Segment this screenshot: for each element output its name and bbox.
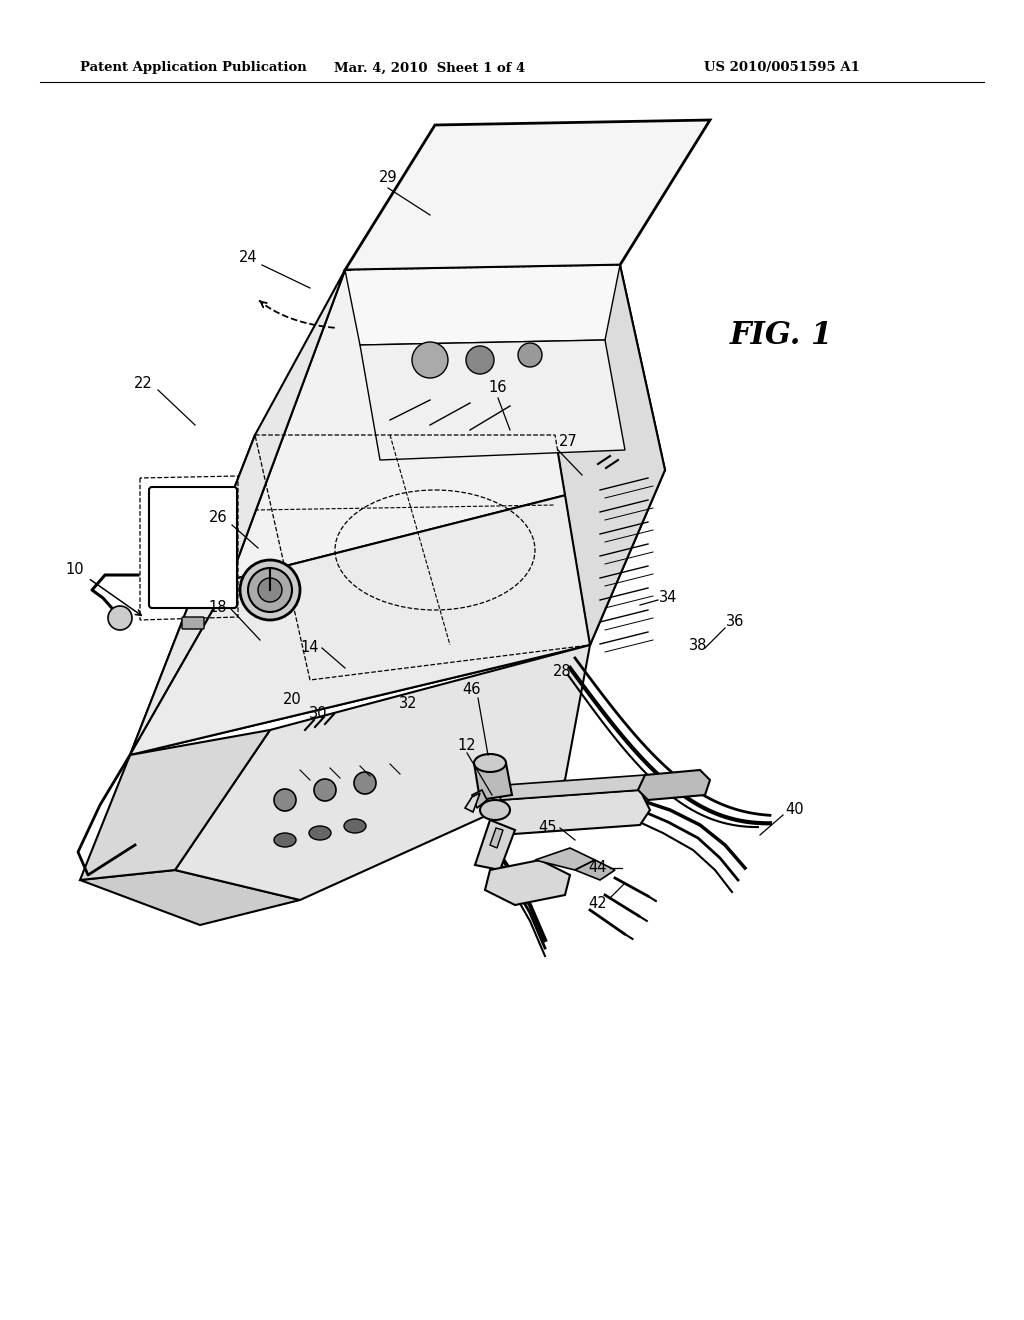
Polygon shape	[175, 645, 590, 900]
Text: 10: 10	[66, 562, 84, 578]
Circle shape	[258, 578, 282, 602]
Text: 16: 16	[488, 380, 507, 396]
FancyBboxPatch shape	[150, 487, 237, 609]
Text: 24: 24	[239, 251, 257, 265]
Text: 12: 12	[458, 738, 476, 752]
Polygon shape	[360, 341, 625, 459]
Text: 34: 34	[658, 590, 677, 606]
Text: FIG. 1: FIG. 1	[730, 319, 834, 351]
Text: 18: 18	[209, 601, 227, 615]
Polygon shape	[80, 730, 270, 880]
Polygon shape	[555, 265, 665, 645]
Text: 38: 38	[689, 638, 708, 652]
Text: 44: 44	[589, 861, 607, 875]
Text: 27: 27	[559, 434, 578, 450]
Circle shape	[240, 560, 300, 620]
Ellipse shape	[309, 826, 331, 840]
Polygon shape	[130, 470, 665, 755]
Polygon shape	[230, 265, 665, 579]
Circle shape	[412, 342, 449, 378]
Text: 32: 32	[398, 696, 417, 710]
Circle shape	[248, 568, 292, 612]
Text: 42: 42	[589, 895, 607, 911]
Polygon shape	[575, 861, 615, 880]
Text: Patent Application Publication: Patent Application Publication	[80, 62, 307, 74]
Ellipse shape	[274, 833, 296, 847]
Circle shape	[354, 772, 376, 795]
Circle shape	[108, 606, 132, 630]
Text: Mar. 4, 2010  Sheet 1 of 4: Mar. 4, 2010 Sheet 1 of 4	[335, 62, 525, 74]
Ellipse shape	[344, 818, 366, 833]
Text: 28: 28	[553, 664, 571, 680]
Polygon shape	[500, 775, 645, 800]
Text: 14: 14	[301, 640, 319, 656]
Text: 29: 29	[379, 170, 397, 186]
Polygon shape	[490, 789, 650, 836]
Text: US 2010/0051595 A1: US 2010/0051595 A1	[705, 62, 860, 74]
Polygon shape	[474, 763, 512, 800]
Circle shape	[314, 779, 336, 801]
Polygon shape	[535, 847, 595, 870]
Polygon shape	[80, 870, 300, 925]
Ellipse shape	[480, 800, 510, 820]
Circle shape	[518, 343, 542, 367]
Text: 46: 46	[463, 682, 481, 697]
Ellipse shape	[474, 754, 506, 772]
Polygon shape	[465, 793, 480, 812]
Circle shape	[274, 789, 296, 810]
Text: 20: 20	[283, 693, 301, 708]
Polygon shape	[130, 436, 590, 755]
Polygon shape	[638, 770, 710, 800]
Polygon shape	[130, 271, 345, 755]
FancyBboxPatch shape	[182, 616, 204, 630]
Polygon shape	[345, 265, 620, 345]
Text: 40: 40	[785, 803, 804, 817]
Text: 45: 45	[539, 821, 557, 836]
Polygon shape	[490, 828, 503, 847]
Text: 26: 26	[209, 511, 227, 525]
Polygon shape	[472, 789, 487, 808]
Text: 30: 30	[309, 705, 328, 721]
Polygon shape	[475, 820, 515, 870]
Polygon shape	[345, 120, 710, 271]
Text: 36: 36	[726, 615, 744, 630]
Circle shape	[466, 346, 494, 374]
Text: 22: 22	[133, 375, 153, 391]
Polygon shape	[485, 861, 570, 906]
